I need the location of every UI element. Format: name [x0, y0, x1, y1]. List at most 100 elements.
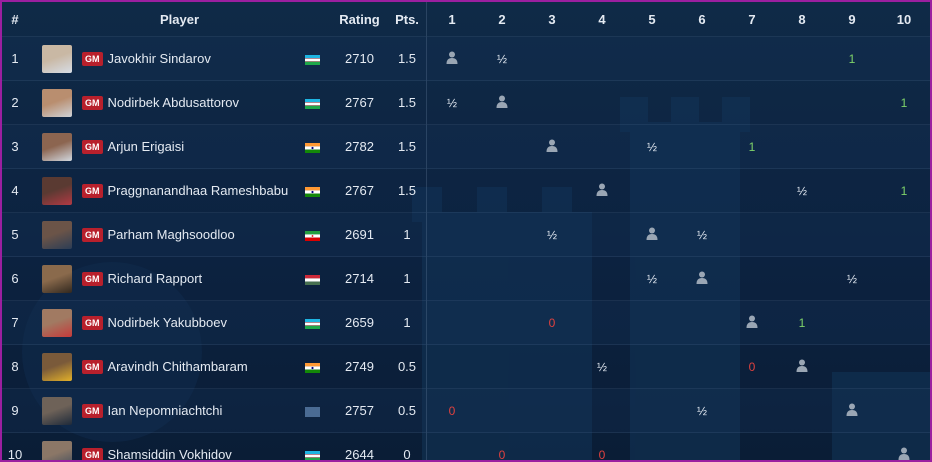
result-cell[interactable]: 0 [498, 447, 506, 462]
result-cell [777, 433, 827, 461]
result-cell [877, 433, 930, 461]
result-cell [777, 37, 827, 81]
col-header-round: 2 [498, 11, 506, 27]
player-name[interactable]: Shamsiddin Vokhidov [107, 447, 232, 462]
rank-cell: 1 [11, 51, 19, 66]
result-cell [577, 125, 627, 169]
player-row[interactable]: 6 GM Richard Rapport 2714 1 ½ ½ [2, 256, 930, 301]
title-badge: GM [82, 140, 103, 155]
result-cell [527, 257, 577, 301]
result-cell [426, 36, 477, 81]
result-cell[interactable]: ½ [796, 183, 807, 198]
player-row[interactable]: 1 GM Javokhir Sindarov 2710 1.5 ½ 1 [2, 36, 930, 81]
result-cell [426, 168, 477, 213]
country-flag-icon [304, 51, 320, 66]
player-name[interactable]: Parham Maghsoodloo [107, 227, 235, 243]
result-cell[interactable]: ½ [546, 227, 557, 242]
result-cell[interactable]: ½ [846, 271, 857, 286]
rating-cell: 2710 [345, 51, 374, 66]
col-header-round: 5 [648, 11, 656, 27]
title-badge: GM [82, 448, 103, 460]
result-cell [677, 125, 727, 169]
player-name[interactable]: Ian Nepomniachtchi [107, 403, 223, 419]
rating-cell: 2714 [345, 271, 374, 286]
result-cell [827, 389, 877, 433]
player-row[interactable]: 7 GM Nodirbek Yakubboev 2659 1 0 1 [2, 300, 930, 345]
result-cell [527, 345, 577, 389]
result-cell [577, 389, 627, 433]
result-cell[interactable]: 0 [598, 447, 606, 462]
player-name[interactable]: Aravindh Chithambaram [107, 359, 248, 375]
result-cell [827, 345, 877, 389]
result-cell [577, 37, 627, 81]
result-cell [827, 169, 877, 213]
col-header-player: Player [159, 11, 200, 27]
result-cell [827, 213, 877, 257]
result-cell [877, 301, 930, 345]
rating-cell: 2749 [345, 359, 374, 374]
result-cell[interactable]: ½ [426, 80, 477, 125]
result-cell [577, 81, 627, 125]
result-cell [426, 300, 477, 345]
result-cell[interactable]: ½ [496, 51, 507, 66]
points-cell: 1 [403, 227, 411, 242]
player-row[interactable]: 5 GM Parham Maghsoodloo 2691 1 ½ ½ [2, 212, 930, 257]
result-cell[interactable]: 1 [798, 315, 806, 330]
result-cell[interactable]: 1 [900, 95, 908, 110]
player-name[interactable]: Nodirbek Abdusattorov [107, 95, 240, 111]
result-cell [827, 433, 877, 461]
result-cell [727, 37, 777, 81]
player-name[interactable]: Nodirbek Yakubboev [107, 315, 228, 331]
col-header-flag [293, 2, 331, 37]
player-avatar [42, 44, 72, 73]
player-row[interactable]: 10 GM Shamsiddin Vokhidov 2644 0 0 0 [2, 432, 930, 462]
col-header-rank: # [11, 11, 19, 27]
result-cell[interactable]: 0 [426, 388, 477, 433]
result-cell [477, 389, 527, 433]
col-header-round: 1 [426, 2, 477, 37]
result-cell [477, 257, 527, 301]
result-cell [477, 125, 527, 169]
player-row[interactable]: 8 GM Aravindh Chithambaram 2749 0.5 ½ 0 [2, 344, 930, 389]
player-avatar [42, 264, 72, 293]
col-header-round: 4 [598, 11, 606, 27]
player-row[interactable]: 3 GM Arjun Erigaisi 2782 1.5 ½ 1 [2, 124, 930, 169]
result-cell[interactable]: 1 [748, 139, 756, 154]
player-name[interactable]: Arjun Erigaisi [107, 139, 185, 155]
result-cell [677, 81, 727, 125]
player-name[interactable]: Praggnanandhaa Rameshbabu [107, 183, 289, 199]
result-cell [577, 257, 627, 301]
player-row[interactable]: 4 GM Praggnanandhaa Rameshbabu 2767 1.5 ½ 1 [2, 168, 930, 213]
result-cell[interactable]: ½ [696, 227, 707, 242]
result-cell [827, 81, 877, 125]
country-flag-icon [304, 95, 320, 110]
player-row[interactable]: 2 GM Nodirbek Abdusattorov 2767 1.5 ½ 1 [2, 80, 930, 125]
col-header-round: 3 [548, 11, 556, 27]
result-cell [627, 389, 677, 433]
player-name[interactable]: Richard Rapport [107, 271, 203, 287]
result-cell [477, 81, 527, 125]
result-cell[interactable]: ½ [646, 139, 657, 154]
result-cell[interactable]: 1 [848, 51, 856, 66]
result-cell [677, 257, 727, 301]
result-cell[interactable]: ½ [696, 403, 707, 418]
rating-cell: 2767 [345, 183, 374, 198]
result-cell[interactable]: 0 [548, 315, 556, 330]
player-self-icon [596, 183, 608, 199]
rating-cell: 2659 [345, 315, 374, 330]
player-name[interactable]: Javokhir Sindarov [107, 51, 211, 67]
result-cell [727, 433, 777, 461]
player-row[interactable]: 9 GM Ian Nepomniachtchi 2757 0.5 0 ½ [2, 388, 930, 433]
col-header-round: 6 [698, 11, 706, 27]
result-cell [527, 81, 577, 125]
result-cell[interactable]: ½ [646, 271, 657, 286]
result-cell [877, 345, 930, 389]
result-cell[interactable]: ½ [596, 359, 607, 374]
points-cell: 1.5 [397, 51, 417, 66]
player-self-icon [446, 51, 458, 67]
result-cell [426, 432, 477, 460]
result-cell[interactable]: 1 [900, 183, 908, 198]
result-cell[interactable]: 0 [748, 359, 756, 374]
player-avatar [42, 176, 72, 205]
player-avatar [42, 88, 72, 117]
